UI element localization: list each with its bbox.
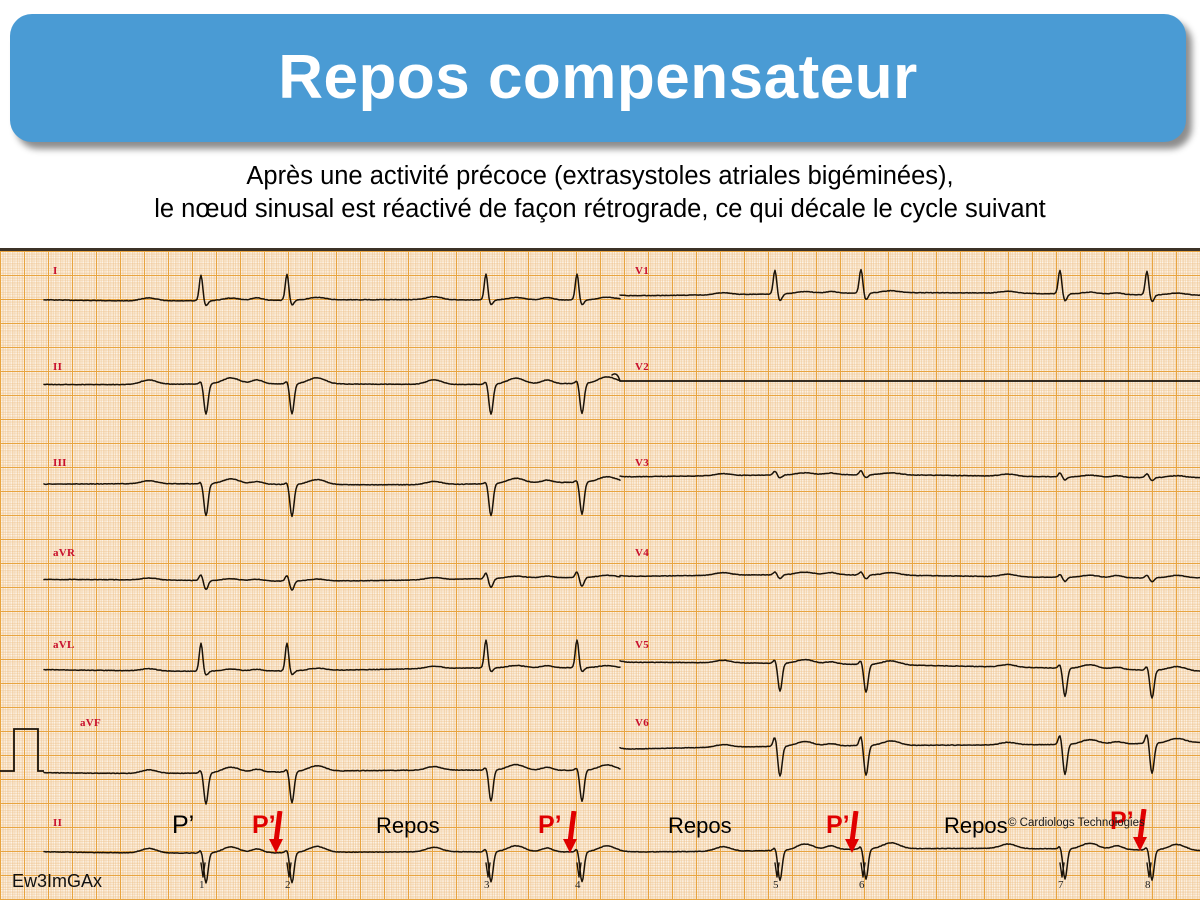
annotation-repos: Repos <box>944 813 1008 838</box>
lead-label-ii: II <box>53 361 63 373</box>
beat-number: 8 <box>1145 879 1151 891</box>
annotation-p-prime: P’ <box>252 811 276 839</box>
watermark-id: Ew3ImGAx <box>12 871 103 891</box>
beat-number: 6 <box>859 879 865 891</box>
calibration-pulse <box>0 728 44 772</box>
subtitle-line-2: le nœud sinusal est réactivé de façon ré… <box>154 195 1046 223</box>
lead-label-v2: V2 <box>635 361 650 373</box>
annotation-p-prime: P’ <box>826 811 850 839</box>
beat-number: 4 <box>575 879 581 891</box>
down-arrow-icon <box>845 811 859 853</box>
lead-label-avl: aVL <box>53 639 75 651</box>
beat-number: 3 <box>484 879 490 891</box>
down-arrow-icon <box>563 811 577 853</box>
ecg-waveforms <box>0 268 1200 884</box>
beat-number: 1 <box>199 879 205 891</box>
beat-number: 7 <box>1058 879 1064 891</box>
lead-label-v3: V3 <box>635 457 650 469</box>
lead-label-v5: V5 <box>635 639 650 651</box>
annotation-p-prime: P’ <box>1110 807 1134 835</box>
lead-label-i: I <box>53 265 58 277</box>
lead-label-v1: V1 <box>635 265 650 277</box>
down-arrow-icon <box>1133 809 1147 851</box>
lead-label-avf: aVF <box>80 717 102 729</box>
annotation-p-prime: P’ <box>172 811 195 839</box>
title-banner: Repos compensateur <box>10 14 1186 142</box>
annotation-repos: Repos <box>376 813 440 838</box>
annotation-p-prime: P’ <box>538 811 562 839</box>
lead-label-ii: II <box>53 817 63 829</box>
page-title: Repos compensateur <box>278 43 918 112</box>
subtitle-line-1: Après une activité précoce (extrasystole… <box>246 162 954 190</box>
beat-number: 5 <box>773 879 779 891</box>
annotation-repos: Repos <box>668 813 732 838</box>
ecg-panel: I II III aVR aVL aVF V1 V2 V3 V4 V5 V6 II P’ P’ Repos P… <box>0 248 1200 900</box>
lead-label-iii: III <box>53 457 67 469</box>
lead-label-v6: V6 <box>635 717 650 729</box>
copyright-notice: © Cardiologs Technologies <box>1008 817 1145 829</box>
beat-number: 2 <box>285 879 291 891</box>
lead-label-v4: V4 <box>635 547 650 559</box>
lead-label-avr: aVR <box>53 547 76 559</box>
down-arrow-icon <box>269 811 283 853</box>
subtitle: Après une activité précoce (extrasystole… <box>0 160 1200 226</box>
